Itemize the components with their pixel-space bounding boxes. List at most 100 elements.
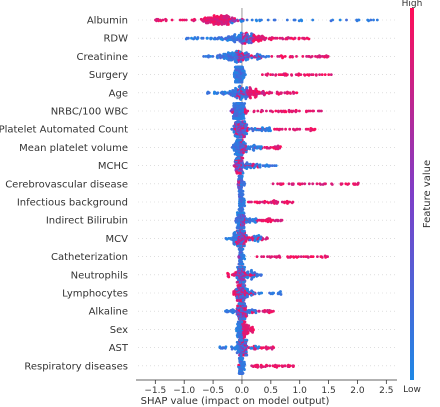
- shap-point: [237, 229, 240, 233]
- shap-point: [218, 22, 222, 26]
- shap-point: [286, 202, 289, 205]
- shap-point: [329, 19, 333, 23]
- feature-label: Platelet Automated Count: [0, 125, 128, 136]
- shap-point: [246, 145, 250, 149]
- x-tick-label: 0.5: [264, 386, 278, 396]
- shap-point: [324, 182, 327, 186]
- shap-point: [307, 182, 311, 186]
- x-tick-label: 2.0: [350, 386, 365, 396]
- shap-point: [262, 36, 266, 39]
- shap-point: [237, 302, 241, 306]
- shap-point: [245, 221, 248, 224]
- shap-point: [232, 149, 236, 152]
- shap-point: [330, 183, 334, 186]
- shap-point: [233, 152, 237, 156]
- shap-point: [242, 284, 246, 287]
- shap-point: [246, 109, 250, 113]
- shap-point: [252, 149, 256, 152]
- shap-point: [247, 220, 251, 224]
- shap-point: [242, 39, 246, 42]
- shap-point: [273, 127, 276, 131]
- shap-point: [291, 55, 294, 59]
- shap-point: [239, 356, 243, 360]
- shap-point: [344, 182, 348, 186]
- shap-point: [220, 90, 224, 94]
- shap-point: [327, 73, 331, 76]
- shap-point: [233, 33, 237, 36]
- shap-point: [316, 255, 319, 258]
- shap-point: [230, 273, 234, 277]
- shap-point: [287, 108, 291, 112]
- shap-point: [244, 353, 248, 357]
- shap-point: [246, 331, 250, 335]
- shap-point: [225, 237, 229, 241]
- shap-point: [243, 204, 247, 208]
- shap-point: [255, 92, 259, 96]
- shap-point: [235, 117, 238, 120]
- shap-point: [240, 102, 244, 105]
- shap-point: [269, 129, 272, 133]
- shap-point: [158, 18, 162, 22]
- shap-point: [233, 231, 237, 234]
- shap-point: [235, 49, 239, 53]
- shap-point: [238, 80, 241, 84]
- shap-point: [241, 317, 245, 321]
- shap-point: [318, 54, 321, 57]
- shap-point: [233, 243, 237, 246]
- shap-point: [295, 91, 299, 95]
- shap-point: [244, 315, 248, 318]
- shap-point: [305, 110, 308, 114]
- x-tick-label: −0.5: [202, 386, 224, 396]
- shap-point: [284, 110, 288, 114]
- shap-point: [242, 265, 246, 269]
- shap-point: [267, 217, 270, 221]
- shap-point: [309, 55, 313, 59]
- shap-point: [237, 247, 241, 251]
- shap-point: [257, 39, 260, 43]
- shap-point: [240, 208, 244, 211]
- shap-point: [275, 90, 279, 94]
- shap-point: [290, 183, 294, 186]
- feature-label: MCV: [106, 234, 129, 245]
- shap-point: [246, 33, 249, 36]
- shap-point: [234, 65, 238, 69]
- shap-point: [209, 37, 213, 41]
- shap-point: [248, 147, 252, 151]
- shap-point: [182, 18, 186, 22]
- shap-point: [237, 174, 241, 178]
- shap-point: [234, 233, 238, 237]
- shap-point: [242, 35, 245, 39]
- x-tick-label: −1.5: [144, 386, 166, 396]
- shap-point: [247, 346, 250, 349]
- shap-point: [264, 129, 267, 133]
- feature-label: Age: [109, 88, 128, 99]
- shap-point: [232, 290, 236, 293]
- shap-point: [245, 147, 249, 151]
- shap-point: [284, 127, 287, 131]
- shap-point: [260, 108, 264, 112]
- shap-point: [267, 129, 270, 133]
- shap-point: [312, 109, 315, 113]
- shap-point: [212, 14, 216, 17]
- shap-point: [240, 335, 244, 339]
- shap-point: [242, 180, 246, 184]
- shap-point: [215, 92, 219, 95]
- shap-point: [209, 16, 213, 20]
- shap-point: [250, 18, 254, 22]
- shap-point: [235, 351, 239, 355]
- shap-point: [235, 280, 239, 284]
- shap-point: [235, 276, 239, 280]
- shap-point: [250, 89, 254, 93]
- shap-point: [224, 345, 228, 349]
- shap-point: [254, 363, 258, 367]
- shap-point: [233, 164, 237, 168]
- shap-point: [255, 89, 259, 93]
- shap-point: [240, 20, 243, 23]
- shap-point: [298, 183, 302, 186]
- shap-point: [236, 102, 240, 105]
- feature-row-points: [218, 338, 276, 357]
- shap-point: [252, 39, 256, 43]
- shap-point: [256, 365, 259, 369]
- feature-label: MCHC: [98, 161, 128, 172]
- shap-point: [286, 90, 289, 94]
